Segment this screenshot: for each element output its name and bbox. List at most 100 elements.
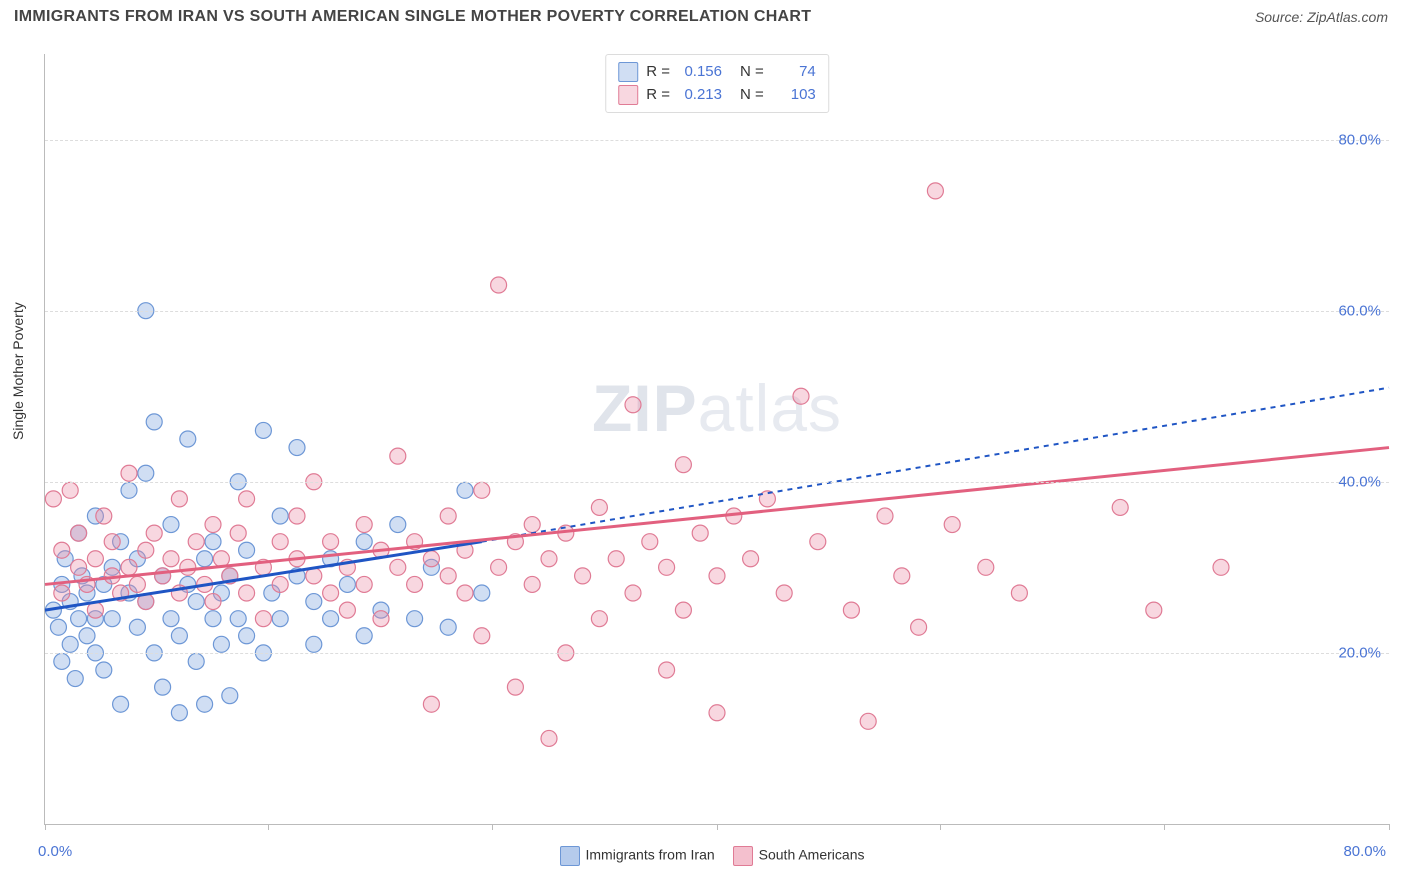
x-tick — [45, 824, 46, 830]
data-point — [113, 696, 129, 712]
data-point — [541, 730, 557, 746]
data-point — [188, 534, 204, 550]
legend-row: R =0.213N =103 — [618, 84, 816, 107]
data-point — [255, 611, 271, 627]
data-point — [230, 611, 246, 627]
data-point — [197, 551, 213, 567]
data-point — [323, 534, 339, 550]
data-point — [675, 457, 691, 473]
data-point — [591, 611, 607, 627]
data-point — [457, 585, 473, 601]
trend-line — [45, 448, 1389, 585]
data-point — [205, 517, 221, 533]
x-tick — [492, 824, 493, 830]
data-point — [71, 611, 87, 627]
y-tick-label: 60.0% — [1338, 302, 1381, 319]
data-point — [860, 713, 876, 729]
data-point — [423, 696, 439, 712]
y-tick-label: 80.0% — [1338, 131, 1381, 148]
data-point — [155, 679, 171, 695]
data-point — [776, 585, 792, 601]
data-point — [608, 551, 624, 567]
data-point — [356, 576, 372, 592]
data-point — [1213, 559, 1229, 575]
data-point — [146, 414, 162, 430]
data-point — [709, 705, 725, 721]
data-point — [163, 611, 179, 627]
data-point — [79, 628, 95, 644]
data-point — [54, 653, 70, 669]
data-point — [507, 679, 523, 695]
data-point — [944, 517, 960, 533]
data-point — [407, 576, 423, 592]
data-point — [213, 551, 229, 567]
data-point — [272, 508, 288, 524]
legend-row: R =0.156N =74 — [618, 61, 816, 84]
data-point — [390, 448, 406, 464]
data-point — [911, 619, 927, 635]
series-legend: Immigrants from IranSouth Americans — [0, 846, 1406, 866]
data-point — [104, 611, 120, 627]
data-point — [188, 653, 204, 669]
x-tick — [1164, 824, 1165, 830]
data-point — [524, 576, 540, 592]
legend-swatch — [560, 846, 580, 866]
data-point — [843, 602, 859, 618]
data-point — [62, 636, 78, 652]
data-point — [390, 559, 406, 575]
data-point — [230, 525, 246, 541]
data-point — [171, 628, 187, 644]
data-point — [440, 568, 456, 584]
data-point — [96, 662, 112, 678]
data-point — [205, 594, 221, 610]
data-point — [339, 576, 355, 592]
data-point — [163, 551, 179, 567]
data-point — [87, 551, 103, 567]
data-point — [146, 525, 162, 541]
grid-line — [45, 482, 1389, 483]
data-point — [289, 440, 305, 456]
data-point — [356, 534, 372, 550]
data-point — [356, 517, 372, 533]
data-point — [1146, 602, 1162, 618]
data-point — [524, 517, 540, 533]
data-point — [239, 542, 255, 558]
data-point — [591, 499, 607, 515]
source-label: Source: ZipAtlas.com — [1255, 9, 1388, 25]
data-point — [239, 628, 255, 644]
data-point — [239, 491, 255, 507]
data-point — [155, 568, 171, 584]
data-point — [323, 611, 339, 627]
data-point — [71, 559, 87, 575]
data-point — [239, 585, 255, 601]
x-tick — [268, 824, 269, 830]
data-point — [709, 568, 725, 584]
data-point — [373, 611, 389, 627]
data-point — [222, 688, 238, 704]
trend-line-extrapolated — [482, 388, 1389, 542]
y-tick-label: 20.0% — [1338, 644, 1381, 661]
data-point — [659, 662, 675, 678]
data-point — [692, 525, 708, 541]
data-point — [272, 534, 288, 550]
legend-label: Immigrants from Iran — [586, 847, 715, 863]
data-point — [642, 534, 658, 550]
data-point — [978, 559, 994, 575]
data-point — [743, 551, 759, 567]
data-point — [927, 183, 943, 199]
grid-line — [45, 653, 1389, 654]
data-point — [188, 594, 204, 610]
data-point — [474, 585, 490, 601]
data-point — [323, 585, 339, 601]
data-point — [1011, 585, 1027, 601]
data-point — [171, 491, 187, 507]
data-point — [272, 611, 288, 627]
x-tick — [717, 824, 718, 830]
data-point — [180, 559, 196, 575]
data-point — [171, 705, 187, 721]
data-point — [138, 465, 154, 481]
data-point — [306, 594, 322, 610]
scatter-plot-svg — [45, 54, 1389, 824]
data-point — [407, 611, 423, 627]
chart-title: IMMIGRANTS FROM IRAN VS SOUTH AMERICAN S… — [14, 8, 811, 26]
